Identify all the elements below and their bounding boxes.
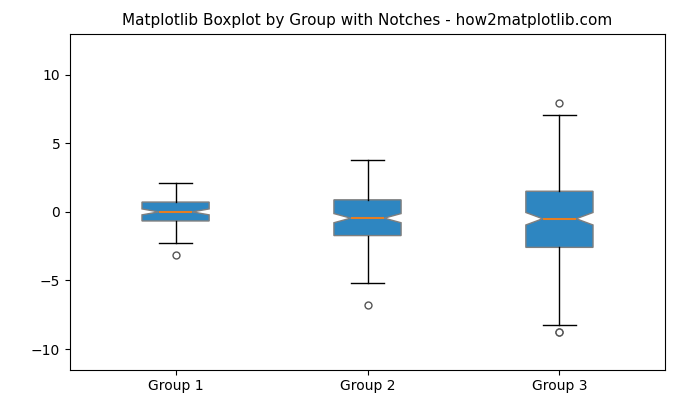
- PathPatch shape: [334, 200, 401, 236]
- PathPatch shape: [142, 202, 209, 221]
- Title: Matplotlib Boxplot by Group with Notches - how2matplotlib.com: Matplotlib Boxplot by Group with Notches…: [122, 13, 612, 28]
- PathPatch shape: [526, 191, 593, 247]
